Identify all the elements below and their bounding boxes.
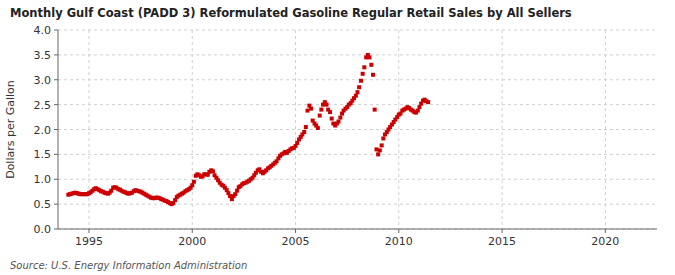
annotation: Source: U.S. Energy Information Administ… — [10, 260, 247, 271]
point — [357, 85, 361, 89]
point — [233, 192, 237, 196]
chart-svg: Monthly Gulf Coast (PADD 3) Reformulated… — [0, 0, 675, 275]
x-tick-label: 2005 — [282, 235, 310, 248]
y-axis-line — [58, 30, 59, 229]
x-grid-line — [88, 30, 89, 229]
chart-container: Monthly Gulf Coast (PADD 3) Reformulated… — [0, 0, 675, 275]
y-tick-label: 3.5 — [34, 49, 52, 62]
y-tick — [54, 154, 58, 155]
y-tick — [54, 229, 58, 230]
point — [362, 65, 366, 69]
x-tick — [192, 229, 193, 233]
x-tick-label: 2010 — [385, 235, 413, 248]
y-tick-label: 0.0 — [34, 223, 52, 236]
y-grid-line — [58, 229, 657, 230]
point — [369, 63, 373, 67]
y-tick-label: 2.0 — [34, 124, 52, 137]
x-tick — [502, 229, 503, 233]
point — [319, 108, 323, 112]
y-axis-label: Dollars per Gallon — [4, 80, 17, 179]
point — [354, 94, 358, 98]
point — [304, 125, 308, 129]
points — [66, 53, 430, 206]
x-tick — [398, 229, 399, 233]
point — [328, 110, 332, 114]
y-tick — [54, 54, 58, 55]
y-grid-line — [58, 204, 657, 205]
point — [426, 100, 430, 104]
point — [380, 143, 384, 147]
x-tick-label: 2020 — [591, 235, 619, 248]
y-tick-label: 1.5 — [34, 148, 52, 161]
y-tick-label: 3.0 — [34, 74, 52, 87]
point — [318, 114, 322, 118]
point — [376, 152, 380, 156]
x-tick-label: 1995 — [75, 235, 103, 248]
point — [330, 117, 334, 121]
x-grid-line — [605, 30, 606, 229]
x-tick-label: 2000 — [178, 235, 206, 248]
y-tick — [54, 104, 58, 105]
y-grid-line — [58, 30, 657, 31]
x-tick — [295, 229, 296, 233]
point — [211, 169, 215, 173]
x-tick — [605, 229, 606, 233]
point — [378, 148, 382, 152]
y-grid-line — [58, 54, 657, 55]
x-grid-line — [502, 30, 503, 229]
y-grid-line — [58, 154, 657, 155]
point — [190, 183, 194, 187]
point — [373, 108, 377, 112]
point — [302, 130, 306, 134]
point — [417, 105, 421, 109]
point — [309, 107, 313, 111]
point — [381, 136, 385, 140]
y-grid-line — [58, 129, 657, 130]
y-grid-line — [58, 79, 657, 80]
point — [359, 79, 363, 83]
point — [295, 141, 299, 145]
point — [192, 180, 196, 184]
y-tick — [54, 204, 58, 205]
point — [235, 189, 239, 193]
background — [0, 0, 675, 275]
y-tick-label: 0.5 — [34, 198, 52, 211]
y-tick-label: 2.5 — [34, 99, 52, 112]
point — [316, 126, 320, 130]
axes: 0.0 0.5 1.0 1.5 2.0 2.5 3.0 3.5 4.0 1995 2000 2005 2… — [34, 24, 658, 248]
y-tick-label: 1.0 — [34, 173, 52, 186]
point — [306, 109, 310, 113]
y-tick — [54, 30, 58, 31]
x-tick — [88, 229, 89, 233]
x-grid-line — [398, 30, 399, 229]
x-grid-line — [192, 30, 193, 229]
y-tick-label: 4.0 — [34, 24, 52, 37]
x-grid-line — [295, 30, 296, 229]
y-grid-line — [58, 104, 657, 105]
point — [325, 103, 329, 107]
point — [361, 72, 365, 76]
point — [338, 116, 342, 120]
point — [367, 55, 371, 59]
y-grid-line — [58, 179, 657, 180]
title: Monthly Gulf Coast (PADD 3) Reformulated… — [10, 6, 572, 20]
x-tick-label: 2015 — [488, 235, 516, 248]
grid — [58, 30, 657, 229]
point — [356, 90, 360, 94]
point — [336, 120, 340, 124]
x-axis-line — [58, 229, 657, 230]
y-tick — [54, 79, 58, 80]
point — [416, 109, 420, 113]
y-tick — [54, 179, 58, 180]
y-tick — [54, 129, 58, 130]
point — [371, 73, 375, 77]
